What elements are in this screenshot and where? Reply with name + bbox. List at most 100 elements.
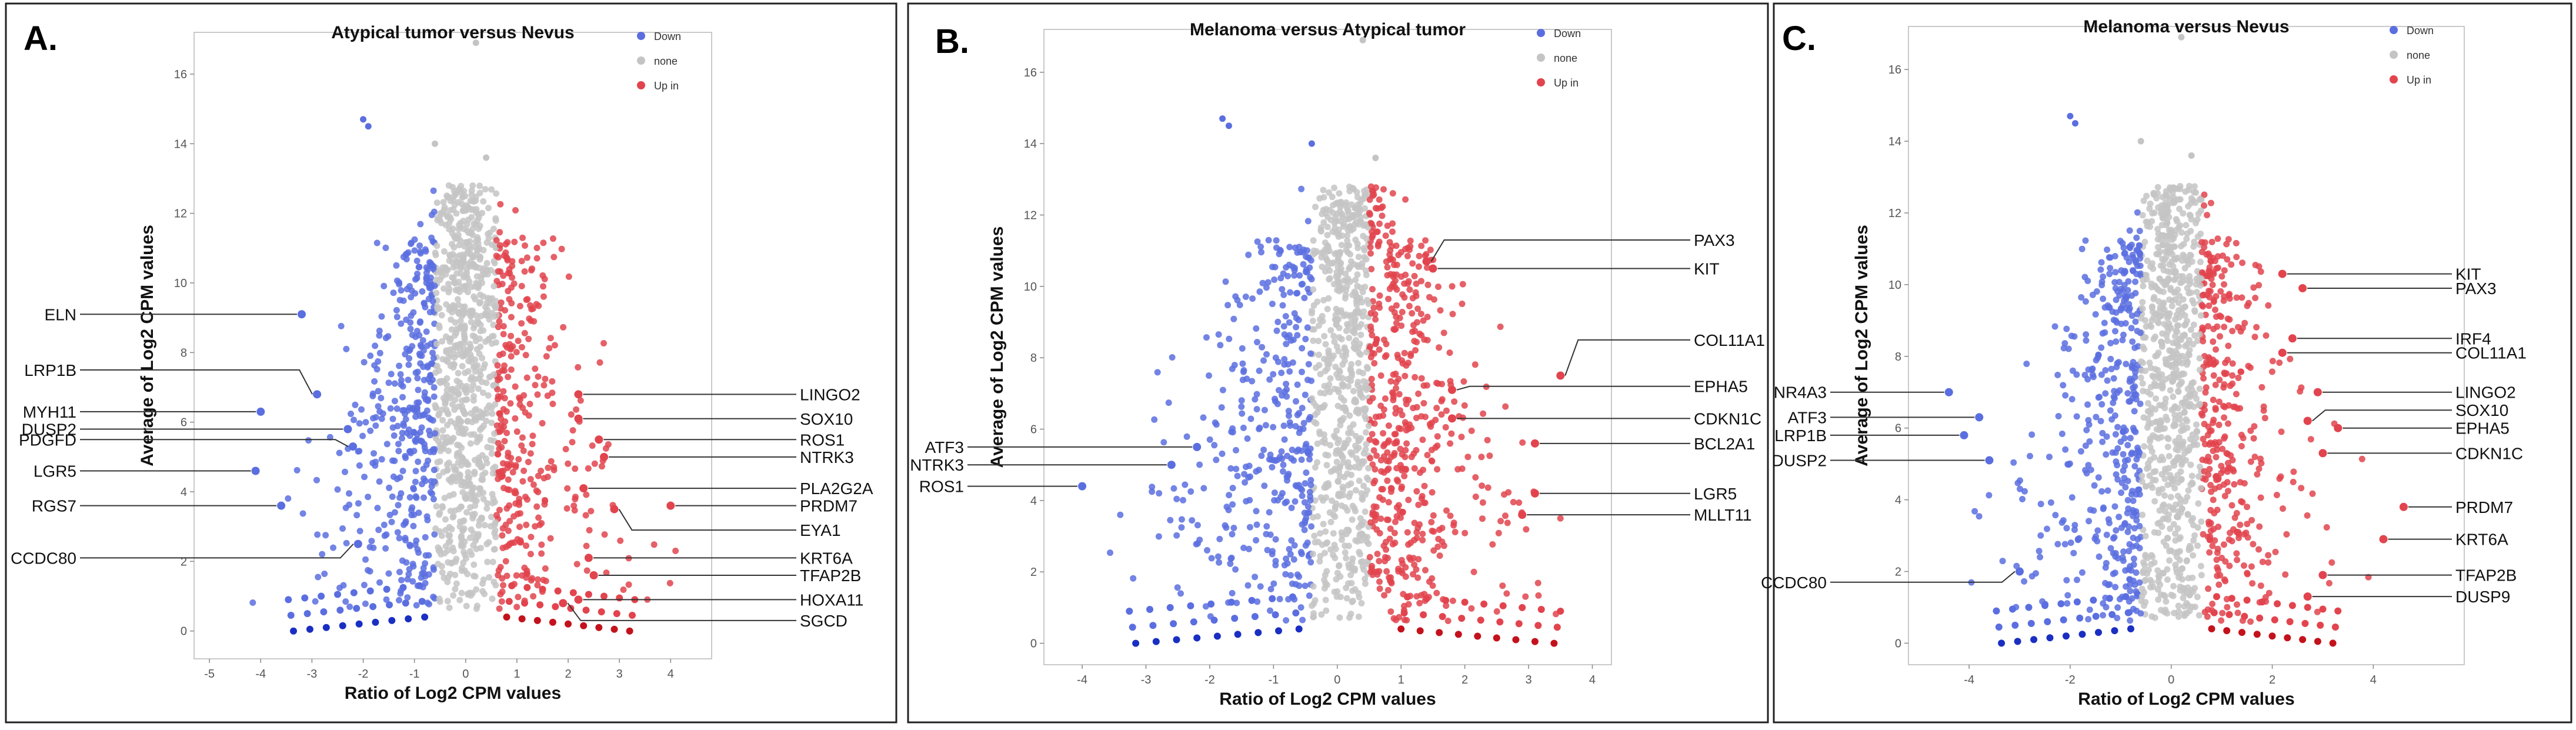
data-point (461, 325, 468, 332)
data-point (1295, 625, 1303, 633)
data-point (2262, 594, 2269, 601)
data-point (449, 385, 456, 392)
data-point (1300, 419, 1307, 426)
data-point (1320, 521, 1327, 528)
data-point (2255, 465, 2263, 472)
data-point (524, 571, 530, 577)
data-point (1384, 264, 1391, 271)
data-point (416, 351, 423, 357)
data-point (445, 281, 452, 288)
data-point (1228, 554, 1235, 561)
data-point (2265, 559, 2272, 566)
data-point (1353, 408, 1360, 415)
data-point (2188, 152, 2195, 159)
data-point (580, 622, 588, 629)
data-point (2200, 531, 2207, 538)
labeled-gene-point (1518, 511, 1527, 519)
data-point (2231, 404, 2238, 411)
labeled-gene-point (1960, 431, 1968, 439)
data-point (1436, 629, 1443, 636)
data-point (1310, 514, 1317, 521)
data-point (2233, 294, 2240, 301)
data-point (1537, 606, 1545, 613)
data-point (466, 278, 473, 285)
data-point (1330, 551, 1336, 558)
data-point (2188, 386, 2195, 394)
data-point (433, 242, 441, 249)
data-point (1309, 318, 1316, 324)
data-point (2100, 295, 2107, 302)
data-point (1321, 355, 1328, 362)
y-tick-label: 4 (1895, 494, 1901, 507)
y-tick-label: 10 (174, 277, 187, 290)
data-point (1169, 354, 1176, 361)
data-point (1360, 232, 1367, 239)
data-point (476, 426, 483, 434)
data-point (2170, 394, 2177, 400)
data-point (2215, 524, 2222, 531)
data-point (2062, 392, 2069, 399)
y-axis-label: Average of Log2 CPM values (1852, 225, 1871, 466)
data-point (285, 596, 292, 604)
data-point (2231, 481, 2238, 488)
data-point (1451, 529, 1459, 535)
data-point (445, 289, 452, 296)
data-point (2010, 459, 2017, 466)
data-point (2158, 202, 2165, 209)
data-point (2141, 443, 2148, 450)
data-point (1468, 605, 1475, 612)
data-point (1443, 407, 1450, 414)
data-point (342, 468, 348, 475)
data-point (585, 465, 592, 472)
data-point (479, 272, 486, 279)
data-point (598, 463, 605, 470)
data-point (2168, 348, 2174, 355)
data-point (2083, 337, 2090, 344)
data-point (1284, 472, 1292, 479)
data-point (2148, 324, 2155, 330)
data-point (1434, 442, 1441, 449)
data-point (1411, 272, 1418, 279)
data-point (461, 225, 468, 232)
data-point (527, 476, 534, 483)
data-point (1376, 220, 1383, 227)
gene-label: PAX3 (1694, 231, 1735, 249)
data-point (451, 332, 458, 339)
data-point (395, 441, 402, 448)
data-point (493, 236, 500, 244)
data-point (431, 478, 438, 485)
x-tick-label: -2 (1204, 674, 1215, 686)
data-point (1286, 244, 1293, 251)
data-point (2189, 297, 2196, 304)
data-point (1299, 492, 1306, 499)
data-point (468, 191, 475, 198)
data-point (2247, 618, 2254, 625)
data-point (2235, 374, 2242, 381)
data-point (378, 456, 385, 463)
data-point (1409, 310, 1416, 317)
data-point (595, 624, 603, 631)
data-point (490, 382, 497, 389)
data-point (1336, 334, 1343, 341)
data-point (2133, 391, 2140, 398)
data-point (2021, 578, 2028, 585)
data-point (2178, 565, 2185, 572)
data-point (518, 344, 525, 351)
data-point (1368, 349, 1375, 356)
data-point (535, 472, 542, 479)
data-point (2238, 443, 2245, 449)
data-point (1493, 634, 1500, 642)
data-point (2197, 312, 2204, 319)
data-point (2225, 420, 2231, 427)
data-point (1474, 632, 1481, 640)
data-point (422, 534, 429, 541)
data-point (1458, 434, 1465, 441)
data-point (519, 234, 526, 241)
data-point (436, 276, 443, 284)
data-point (2171, 405, 2178, 412)
gene-label: PRDM7 (800, 497, 857, 515)
data-point (2162, 212, 2169, 219)
data-point (2215, 398, 2223, 405)
data-point (330, 544, 336, 551)
data-point (411, 429, 418, 436)
